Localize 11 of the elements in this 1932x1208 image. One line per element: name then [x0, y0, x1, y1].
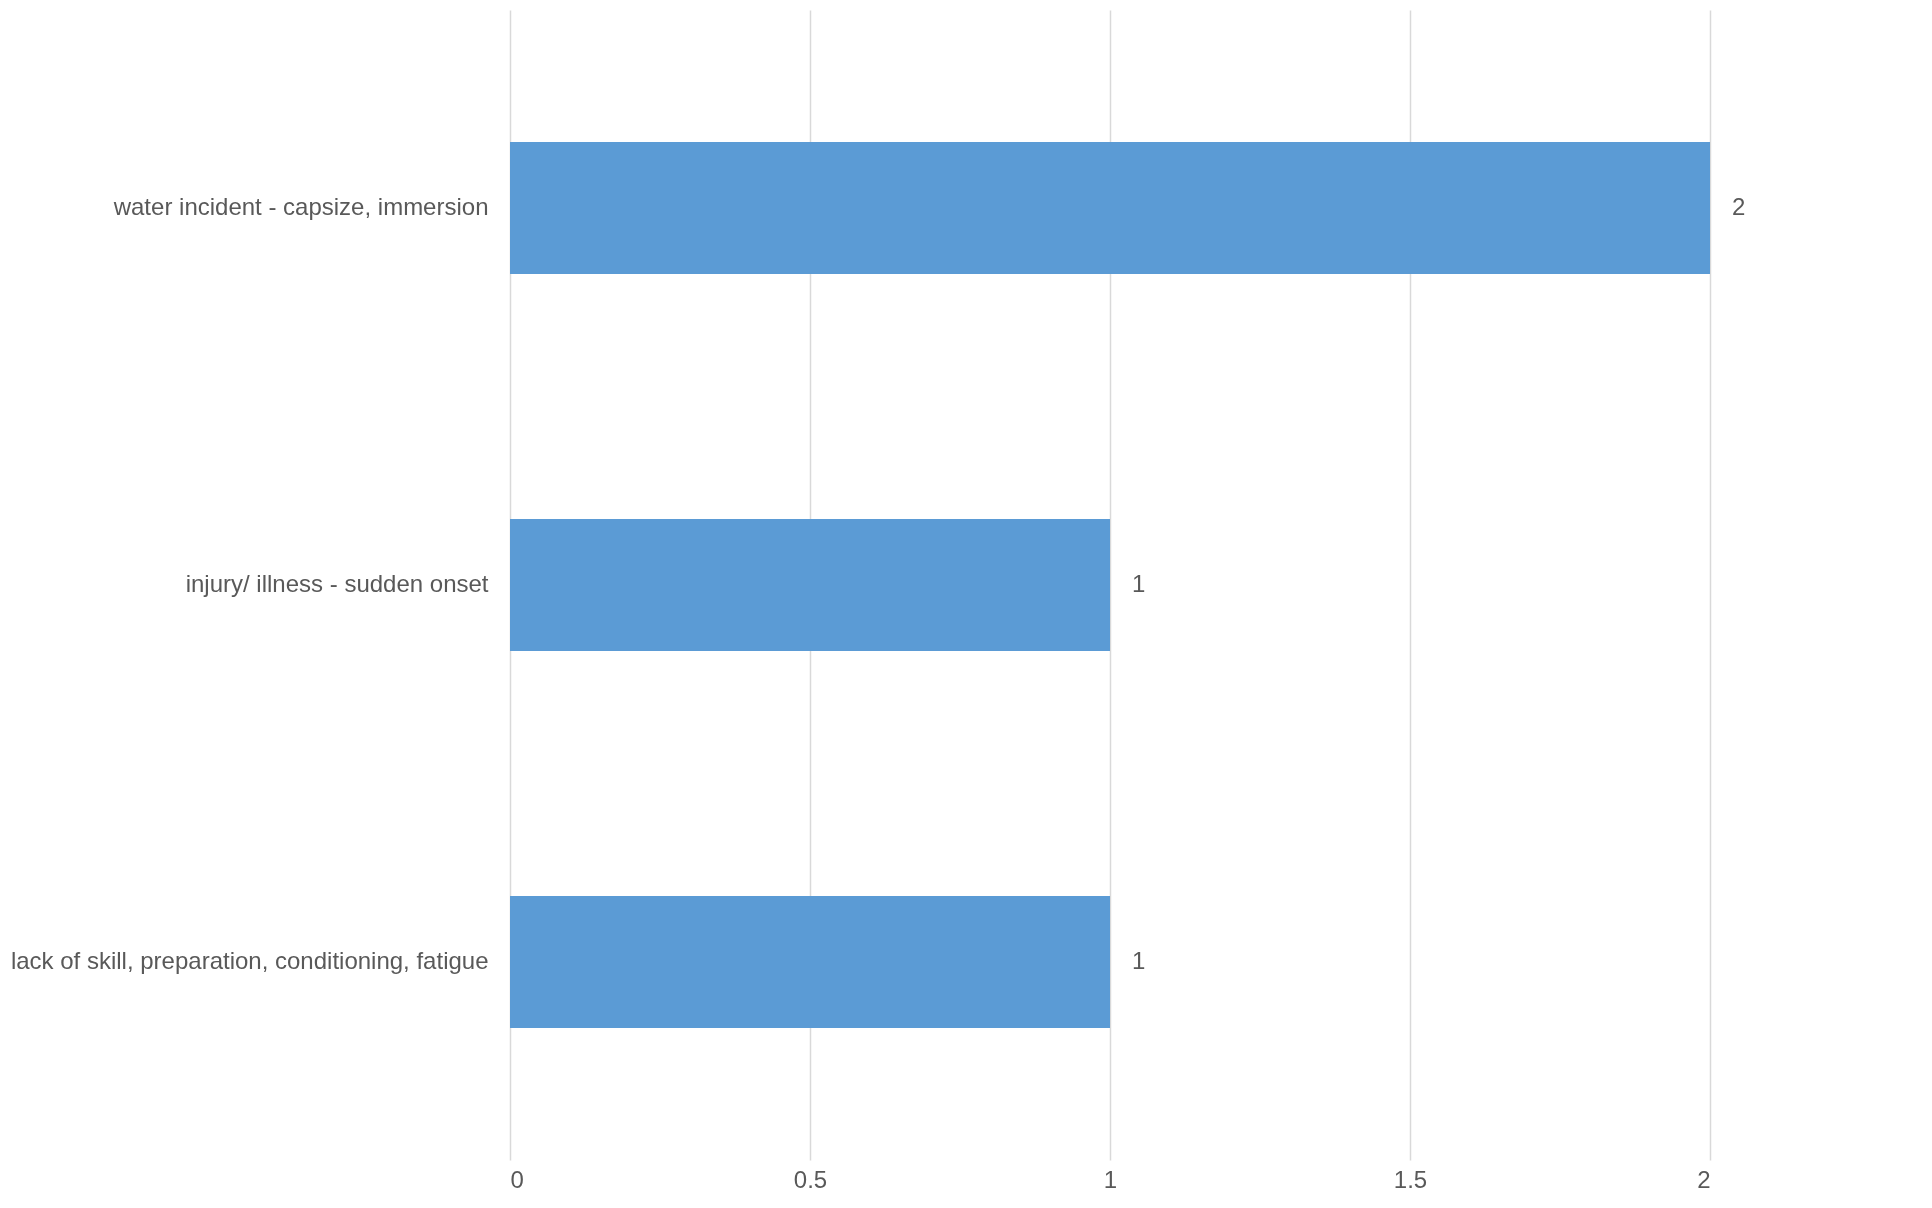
x-tick-label: 1.5 — [1393, 1165, 1428, 1193]
x-tick-label: 0.5 — [793, 1165, 828, 1193]
y-tick-label: lack of skill, preparation, conditioning, fatigue — [10, 947, 489, 975]
y-tick-label: water incident - capsize, immersion — [112, 192, 489, 220]
x-tick-label: 1 — [1103, 1165, 1118, 1193]
y-tick-label: injury/ illness - sudden onset — [185, 570, 489, 597]
x-tick-label: 0 — [510, 1165, 524, 1193]
data-label: 1 — [1132, 570, 1146, 597]
x-tick-label: 2 — [1697, 1165, 1711, 1193]
data-label: 1 — [1132, 947, 1146, 975]
data-label: 2 — [1732, 192, 1746, 220]
